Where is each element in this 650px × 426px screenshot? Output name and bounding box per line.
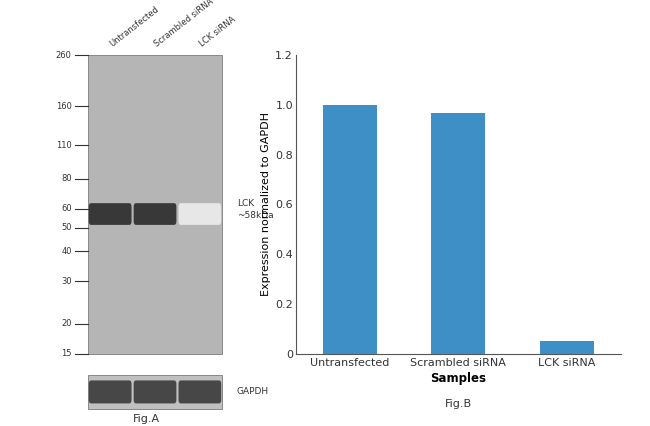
Text: LCK
~58kDa: LCK ~58kDa xyxy=(237,199,274,220)
Text: 80: 80 xyxy=(61,174,72,183)
Text: 30: 30 xyxy=(61,276,72,285)
Text: 60: 60 xyxy=(61,204,72,213)
FancyBboxPatch shape xyxy=(179,203,221,225)
FancyBboxPatch shape xyxy=(89,203,131,225)
Text: Untransfected: Untransfected xyxy=(107,5,161,49)
FancyBboxPatch shape xyxy=(179,380,221,403)
Text: 15: 15 xyxy=(61,349,72,358)
FancyBboxPatch shape xyxy=(134,380,176,403)
Bar xyxy=(323,105,377,354)
X-axis label: Samples: Samples xyxy=(430,372,486,385)
Text: 110: 110 xyxy=(56,141,72,150)
Text: 160: 160 xyxy=(56,102,72,111)
Y-axis label: Expression normalized to GAPDH: Expression normalized to GAPDH xyxy=(261,112,271,296)
Text: LCK siRNA: LCK siRNA xyxy=(197,15,237,49)
Text: Scrambled siRNA: Scrambled siRNA xyxy=(152,0,215,49)
Text: 20: 20 xyxy=(61,319,72,328)
Bar xyxy=(88,375,222,409)
Text: 260: 260 xyxy=(56,51,72,60)
Text: 40: 40 xyxy=(61,247,72,256)
FancyBboxPatch shape xyxy=(89,380,131,403)
FancyBboxPatch shape xyxy=(134,203,176,225)
Bar xyxy=(540,341,593,354)
Text: GAPDH: GAPDH xyxy=(237,387,269,397)
Text: Fig.A: Fig.A xyxy=(133,414,160,424)
Bar xyxy=(431,112,486,354)
Text: 50: 50 xyxy=(61,223,72,232)
Text: Fig.B: Fig.B xyxy=(445,399,472,409)
Bar xyxy=(88,55,222,354)
